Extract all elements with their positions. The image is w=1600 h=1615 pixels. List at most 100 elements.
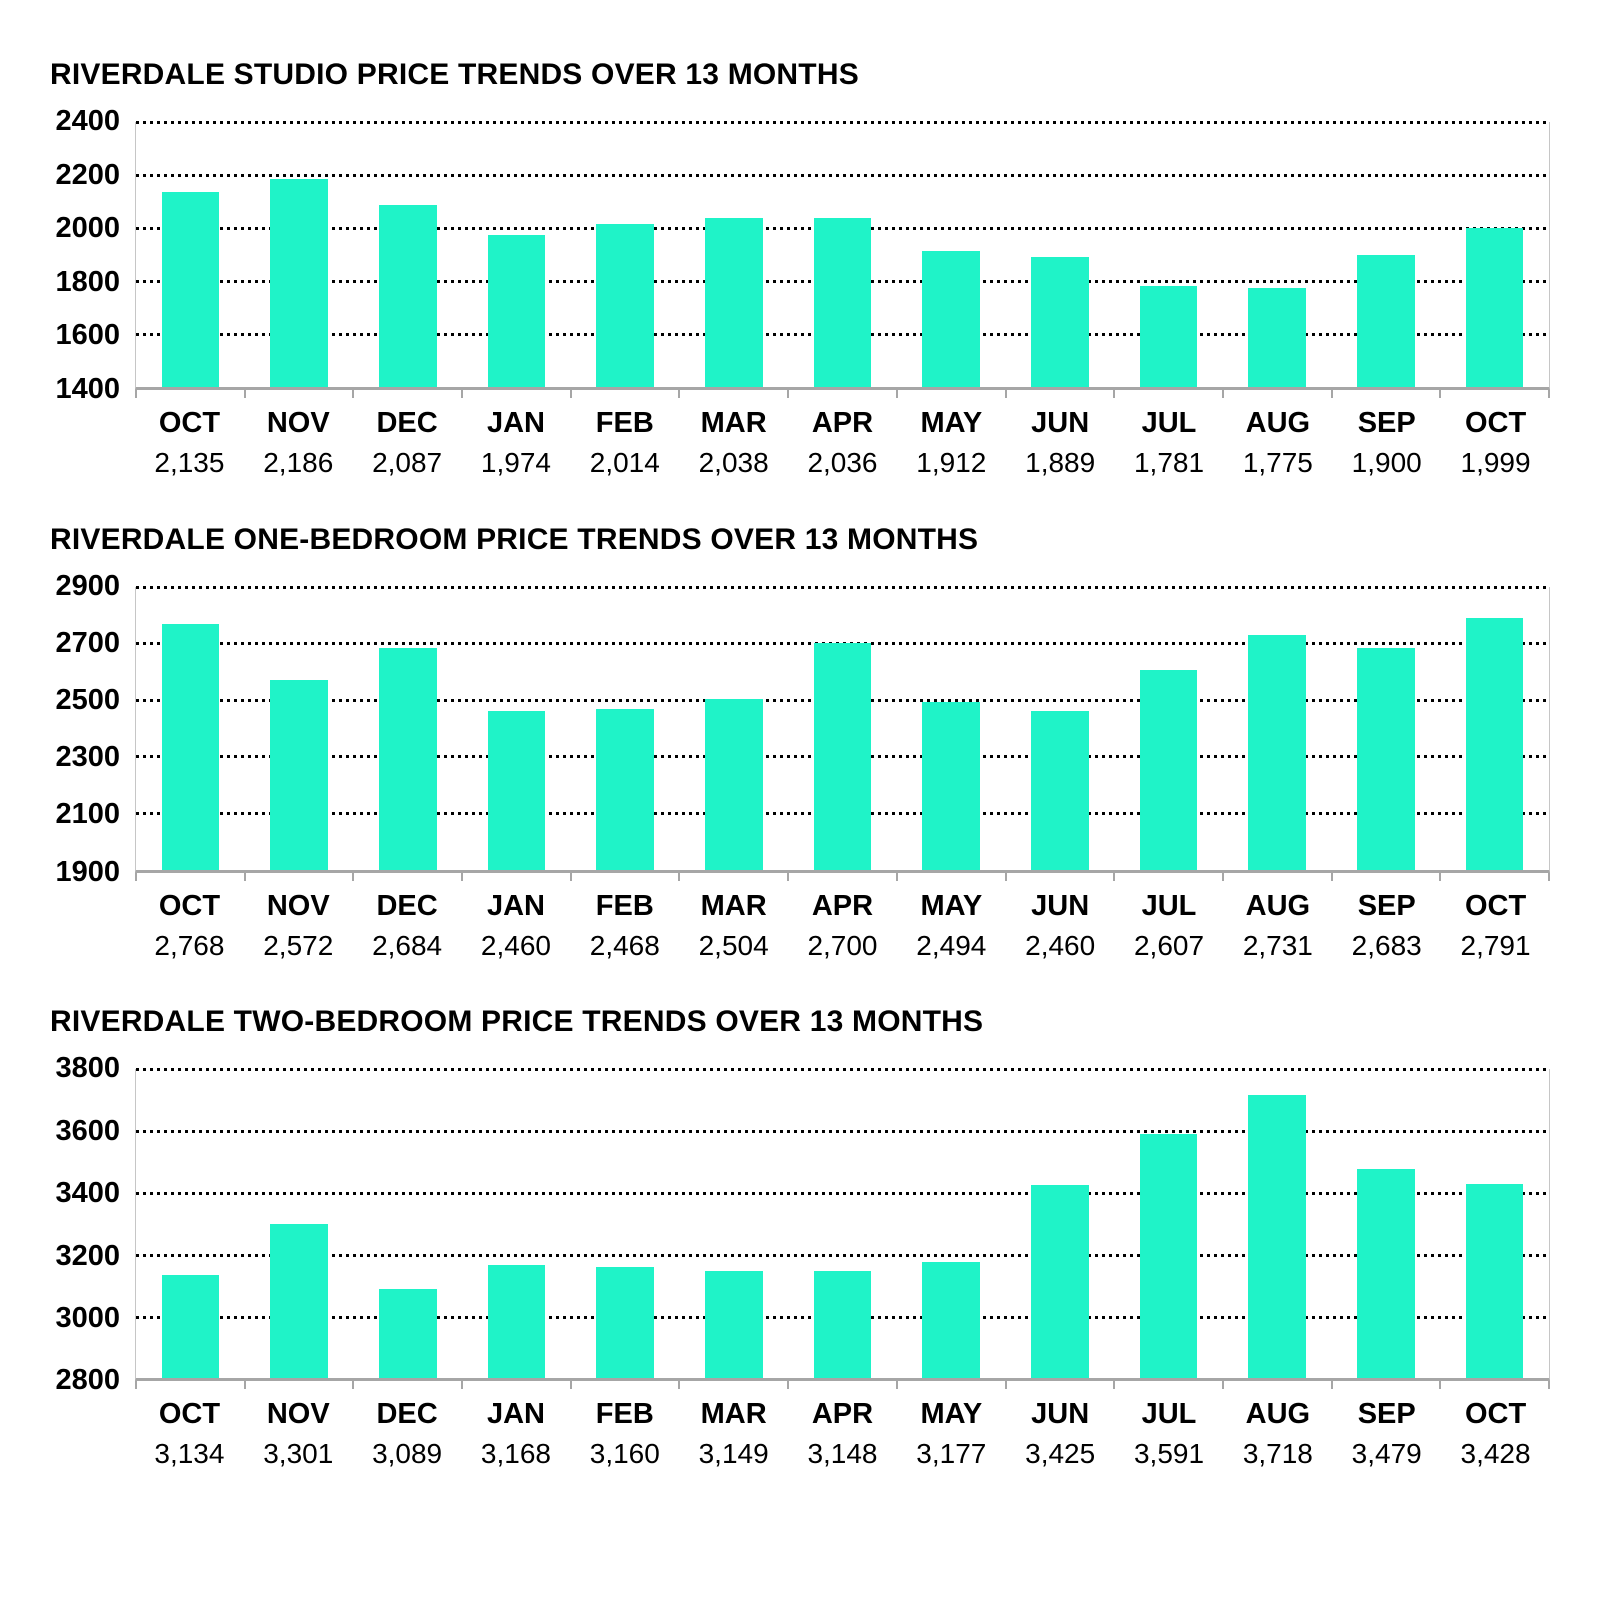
bar [813, 1270, 872, 1379]
bars-group [136, 1069, 1549, 1379]
bar-slot [462, 587, 571, 870]
month-label: JUL [1141, 407, 1197, 439]
axis-tick [895, 1381, 898, 1390]
value-label: 3,149 [698, 1438, 769, 1470]
value-label: 1,974 [480, 446, 551, 478]
bar [704, 217, 763, 387]
value-label: 2,700 [807, 929, 878, 961]
one-bedroom-chart-title: RIVERDALE ONE-BEDROOM PRICE TRENDS OVER … [50, 522, 979, 556]
x-label-cell: APR 2,036 [788, 407, 897, 479]
chart-section-one-bedroom: RIVERDALE ONE-BEDROOM PRICE TRENDS OVER … [50, 523, 1550, 962]
axis-tick [461, 1381, 464, 1390]
bars-group [136, 587, 1549, 870]
bar-slot [1223, 1069, 1332, 1379]
x-label-cell: FEB 2,468 [570, 889, 679, 962]
axis-tick [678, 390, 681, 398]
y-axis-label: 1600 [55, 319, 120, 352]
month-label: JUN [1031, 407, 1090, 439]
month-label: FEB [595, 407, 654, 439]
bar [161, 624, 220, 870]
x-label-cell: MAY 3,177 [897, 1398, 1006, 1470]
x-label-cell: OCT 3,428 [1441, 1398, 1550, 1470]
bar-slot [1440, 122, 1549, 387]
value-label: 2,087 [372, 446, 443, 478]
y-axis-label: 2300 [55, 741, 120, 774]
y-axis-label: 1800 [55, 265, 120, 298]
x-label-cell: OCT 1,999 [1441, 407, 1550, 479]
one-bedroom-y-axis: 2900 2700 2500 2300 2100 1900 [50, 571, 120, 886]
bar [161, 1275, 220, 1379]
one-bedroom-x-axis-labels: OCT 2,768 NOV 2,572 DEC 2,684 JAN 2,460 FEB 2,468… [135, 873, 1550, 962]
axis-tick [461, 872, 464, 881]
bar [596, 1267, 654, 1379]
x-label-cell: OCT 2,768 [135, 890, 244, 962]
bar-slot [245, 122, 354, 387]
bar-slot [245, 1069, 354, 1379]
bar [1139, 286, 1198, 387]
value-label: 1,889 [1025, 446, 1096, 478]
bar-slot [136, 587, 245, 870]
y-axis-label: 2500 [55, 683, 120, 716]
axis-tick [1221, 872, 1224, 881]
value-label: 2,791 [1460, 929, 1531, 961]
y-axis-label: 2000 [55, 212, 120, 245]
month-label: MAY [920, 889, 983, 922]
axis-tick [1113, 872, 1116, 881]
studio-plot-area [135, 121, 1550, 398]
month-label: MAR [700, 1398, 767, 1431]
value-label: 2,468 [589, 929, 660, 961]
value-label: 1,900 [1351, 446, 1422, 478]
month-label: OCT [1464, 889, 1527, 922]
x-label-cell: SEP 1,900 [1332, 407, 1441, 479]
bar-slot [1440, 1069, 1549, 1379]
bar [596, 708, 654, 870]
axis-tick [243, 872, 246, 881]
grid-line [136, 1068, 1549, 1072]
bar-slot [245, 587, 354, 870]
x-label-cell: JUN 2,460 [1006, 890, 1115, 962]
x-label-cell: MAR 2,038 [679, 407, 788, 479]
month-label: FEB [595, 889, 654, 922]
y-axis-label: 2200 [55, 158, 120, 191]
value-label: 2,186 [263, 446, 334, 478]
x-label-cell: MAR 2,504 [679, 890, 788, 962]
x-label-cell: OCT 2,135 [135, 407, 244, 479]
one-bedroom-bar-chart: 2900 2700 2500 2300 2100 1900 [50, 571, 1550, 886]
x-label-cell: JAN 1,974 [462, 407, 571, 479]
value-label: 2,494 [916, 929, 987, 961]
bar [270, 1223, 328, 1379]
studio-chart-title: RIVERDALE STUDIO PRICE TRENDS OVER 13 MO… [50, 58, 859, 91]
value-label: 2,036 [807, 446, 878, 478]
bar-slot [1332, 587, 1441, 870]
bar-slot [136, 122, 245, 387]
bar-slot [1006, 587, 1115, 870]
axis-tick [569, 390, 572, 398]
month-label: NOV [266, 889, 330, 922]
bar [1357, 648, 1415, 870]
bar-slot [897, 122, 1006, 387]
y-axis-label: 1900 [55, 855, 120, 888]
value-label: 2,684 [372, 929, 443, 961]
bar [270, 679, 328, 870]
month-label: AUG [1245, 1398, 1311, 1431]
bar [487, 711, 546, 870]
value-label: 2,460 [480, 929, 551, 961]
bar-slot [679, 1069, 788, 1379]
x-label-cell: SEP 3,479 [1332, 1398, 1441, 1470]
month-label: SEP [1357, 407, 1416, 439]
month-label: DEC [376, 1398, 438, 1431]
bar [922, 1261, 980, 1379]
bar [813, 218, 872, 387]
y-axis-label: 2700 [55, 626, 120, 659]
x-label-cell: OCT 2,791 [1441, 889, 1550, 962]
month-label: JUL [1141, 889, 1197, 922]
value-label: 2,014 [589, 446, 660, 478]
bar-slot [1114, 587, 1223, 870]
bar-slot [462, 122, 571, 387]
month-label: OCT [1464, 407, 1527, 439]
axis-tick [243, 1381, 246, 1390]
studio-y-axis: 2400 2200 2000 1800 1600 1400 [50, 106, 120, 403]
x-label-cell: AUG 1,775 [1223, 407, 1332, 479]
axis-tick [1113, 390, 1116, 398]
